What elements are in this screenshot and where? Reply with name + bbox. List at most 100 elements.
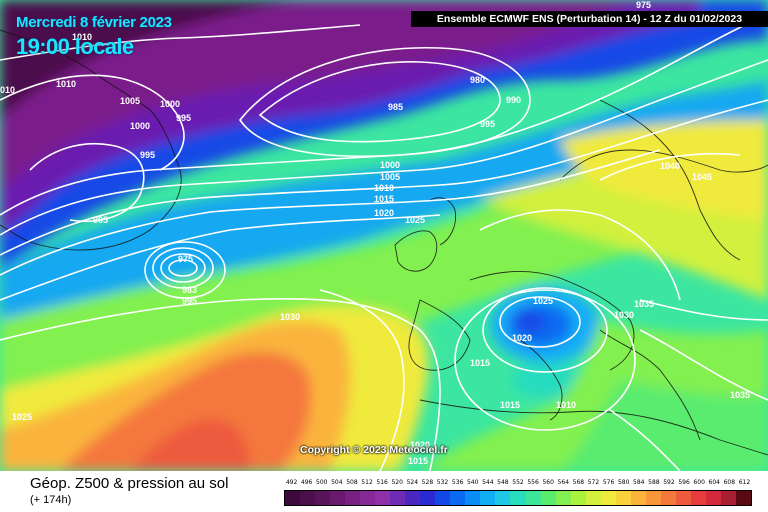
color-scale-swatch bbox=[675, 491, 691, 505]
pressure-label: 1005 bbox=[380, 172, 400, 182]
pressure-label: 1030 bbox=[614, 310, 634, 320]
color-scale-label: 500 bbox=[316, 479, 328, 486]
color-scale-label: 580 bbox=[617, 479, 630, 486]
color-scale-swatch bbox=[615, 491, 631, 505]
color-scale-swatch bbox=[540, 491, 556, 505]
pressure-label: 1020 bbox=[374, 208, 394, 218]
color-scale-label: 612 bbox=[738, 479, 751, 486]
map-title: Géop. Z500 & pression au sol bbox=[30, 475, 229, 492]
pressure-label: 1015 bbox=[374, 194, 394, 204]
color-scale-swatch bbox=[330, 491, 346, 505]
color-scale-bar bbox=[284, 490, 752, 506]
color-scale-swatch bbox=[405, 491, 421, 505]
color-scale-swatch bbox=[420, 491, 436, 505]
color-scale-swatch bbox=[555, 491, 571, 505]
pressure-label: 1000 bbox=[130, 121, 150, 131]
color-scale-label: 532 bbox=[436, 479, 449, 486]
pressure-label: 1025 bbox=[12, 412, 32, 422]
pressure-label: 995 bbox=[93, 215, 108, 225]
forecast-lead-time: (+ 174h) bbox=[30, 494, 72, 506]
color-scale-swatch bbox=[600, 491, 616, 505]
pressure-label: 1010 bbox=[56, 79, 76, 89]
pressure-label: 1010 bbox=[374, 183, 394, 193]
color-scale-swatch bbox=[720, 491, 736, 505]
color-scale-label: 512 bbox=[361, 479, 373, 486]
color-scale-label: 600 bbox=[693, 479, 705, 486]
color-scale-label: 564 bbox=[557, 479, 570, 486]
pressure-label: 1000 bbox=[160, 99, 180, 109]
color-scale-label: 592 bbox=[663, 479, 675, 486]
color-scale-swatch bbox=[495, 491, 511, 505]
pressure-label: 995 bbox=[480, 119, 495, 129]
pressure-label: 985 bbox=[388, 102, 403, 112]
model-info-banner: Ensemble ECMWF ENS (Perturbation 14) - 1… bbox=[411, 11, 768, 27]
forecast-local-time: 19:00 locale bbox=[16, 34, 134, 59]
color-scale-label: 492 bbox=[285, 479, 298, 486]
color-scale-swatch bbox=[735, 491, 751, 505]
color-scale-swatch bbox=[375, 491, 391, 505]
pressure-label: 995 bbox=[176, 113, 191, 123]
color-scale-swatch bbox=[285, 491, 301, 505]
pressure-label: 995 bbox=[182, 296, 197, 306]
color-scale-label: 596 bbox=[678, 479, 690, 486]
color-scale-label: 536 bbox=[451, 479, 464, 486]
forecast-date: Mercredi 8 février 2023 bbox=[16, 14, 172, 31]
pressure-label: 1010 bbox=[72, 32, 92, 42]
color-scale-label: 552 bbox=[512, 479, 524, 486]
color-scale-swatch bbox=[360, 491, 376, 505]
weather-map: 1010 1005 1000 995 1000 995 1010 010 995… bbox=[0, 0, 768, 471]
geopotential-field bbox=[0, 0, 768, 471]
color-scale-label: 516 bbox=[376, 479, 388, 486]
color-scale-swatch bbox=[300, 491, 316, 505]
color-scale-swatch bbox=[345, 491, 361, 505]
pressure-label: 1015 bbox=[470, 358, 490, 368]
pressure-label: 983 bbox=[182, 285, 197, 295]
color-scale-swatch bbox=[630, 491, 646, 505]
color-scale-label: 520 bbox=[391, 479, 403, 486]
color-scale-label: 496 bbox=[300, 479, 313, 486]
pressure-label: 1030 bbox=[280, 312, 300, 322]
pressure-label: 990 bbox=[506, 95, 521, 105]
pressure-label: 1020 bbox=[410, 440, 430, 450]
pressure-label: 1035 bbox=[634, 299, 654, 309]
pressure-label: 1040 bbox=[660, 161, 680, 171]
pressure-label: 980 bbox=[470, 75, 485, 85]
color-scale-swatch bbox=[570, 491, 586, 505]
isobars bbox=[0, 14, 768, 471]
color-scale-label: 604 bbox=[708, 479, 720, 486]
color-scale-swatch bbox=[465, 491, 481, 505]
color-scale-label: 556 bbox=[527, 479, 539, 486]
color-scale-swatch bbox=[480, 491, 496, 505]
pressure-labels: 1010 1005 1000 995 1000 995 1010 010 995… bbox=[0, 0, 750, 466]
coastlines bbox=[0, 29, 768, 456]
pressure-label: 1035 bbox=[730, 390, 750, 400]
pressure-label: 1045 bbox=[692, 172, 712, 182]
copyright-notice: Copyright © 2023 Meteociel.fr bbox=[300, 444, 448, 456]
color-scale-label: 544 bbox=[482, 479, 494, 486]
pressure-label: 975 bbox=[178, 254, 193, 264]
color-scale-label: 528 bbox=[421, 479, 434, 486]
pressure-label: 1025 bbox=[405, 215, 425, 225]
color-scale-swatch bbox=[585, 491, 601, 505]
pressure-label: 010 bbox=[0, 85, 15, 95]
pressure-label: 1005 bbox=[120, 96, 140, 106]
color-scale-label: 540 bbox=[466, 479, 479, 486]
color-scale-label: 572 bbox=[587, 479, 600, 486]
color-scale-label: 576 bbox=[602, 479, 615, 486]
pressure-label: 975 bbox=[636, 0, 651, 10]
color-scale-label: 608 bbox=[723, 479, 736, 486]
color-scale-label: 560 bbox=[542, 479, 554, 486]
color-scale-swatch bbox=[450, 491, 466, 505]
pressure-label: 1020 bbox=[512, 333, 532, 343]
pressure-label: 1015 bbox=[408, 456, 428, 466]
color-scale-label: 548 bbox=[497, 479, 509, 486]
color-scale-swatch bbox=[660, 491, 676, 505]
color-scale-swatch bbox=[525, 491, 541, 505]
color-scale-swatch bbox=[705, 491, 721, 505]
color-scale-label: 568 bbox=[572, 479, 585, 486]
color-scale-swatch bbox=[690, 491, 706, 505]
color-scale-swatch bbox=[315, 491, 331, 505]
color-scale-label: 524 bbox=[406, 479, 419, 486]
color-scale-label: 588 bbox=[648, 479, 660, 486]
color-scale-labels: 492 496 500 504 508 512 516 520 524 528 532 536 540 5… bbox=[284, 479, 752, 489]
